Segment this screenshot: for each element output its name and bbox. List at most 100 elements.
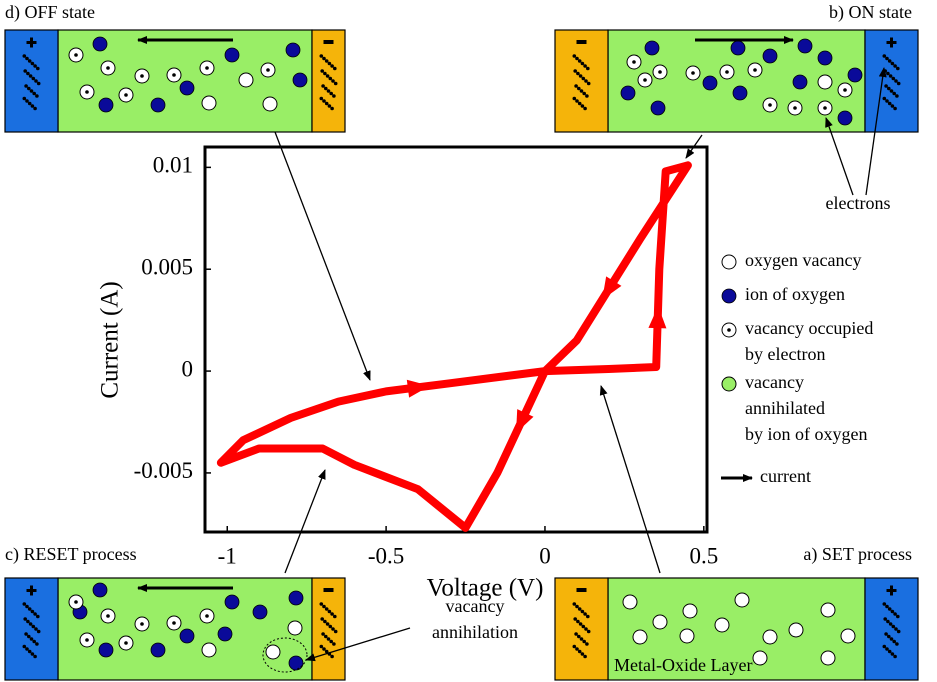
minus-sign xyxy=(577,40,587,44)
electrode-electron xyxy=(320,69,324,73)
electrode-electron xyxy=(886,72,890,76)
annihilated-vacancy xyxy=(722,377,736,391)
electrode-electron xyxy=(28,59,32,63)
oxygen-vacancy xyxy=(680,629,694,643)
electrode-electron xyxy=(888,59,892,63)
electrode-electron xyxy=(885,605,889,609)
electrode-electron xyxy=(29,74,33,78)
x-tick-label: 0.5 xyxy=(689,543,718,568)
electron xyxy=(643,78,647,82)
electrode-electron xyxy=(324,635,328,639)
oxygen-ion xyxy=(731,41,745,55)
legend-label: by ion of oxygen xyxy=(745,424,867,444)
electrons-label: electrons xyxy=(826,193,891,213)
electrode-electron xyxy=(583,107,587,111)
electrode-electron xyxy=(584,79,588,83)
electrode-electron xyxy=(883,617,887,621)
electrode-electron xyxy=(25,57,29,61)
electrode-electron xyxy=(575,57,579,61)
annotation: vacancy xyxy=(446,596,505,616)
electron xyxy=(172,621,176,625)
electron xyxy=(124,641,128,645)
electrode-electron xyxy=(894,627,898,631)
oxygen-ion xyxy=(99,98,113,112)
electrode-electron xyxy=(895,94,899,98)
y-tick-label: 0 xyxy=(182,356,194,381)
electrode-electron xyxy=(321,84,325,88)
electrode-electron xyxy=(888,650,892,654)
electrode-electron xyxy=(883,97,887,101)
electrode-electron xyxy=(320,645,324,649)
direction-arrowhead xyxy=(508,409,534,437)
electrode-electron xyxy=(25,647,29,651)
electrode-electron xyxy=(25,99,29,103)
plot-frame xyxy=(205,147,707,532)
electrode-electron xyxy=(585,94,589,98)
oxygen-ion xyxy=(286,43,300,57)
legend: oxygen vacancyion of oxygenvacancy occup… xyxy=(721,250,873,486)
electron xyxy=(823,106,827,110)
electrode-electron xyxy=(585,642,589,646)
electrode-electron xyxy=(574,632,578,636)
electrode-electron xyxy=(31,652,35,656)
electrode-electron xyxy=(888,102,892,106)
oxygen-vacancy xyxy=(818,75,832,89)
pointer xyxy=(275,132,370,380)
oxygen-ion xyxy=(151,643,165,657)
oxygen-vacancy xyxy=(239,73,253,87)
electrode-electron xyxy=(893,655,897,659)
oxygen-ion xyxy=(289,656,303,670)
electrode-electron xyxy=(334,630,338,634)
oxygen-vacancy xyxy=(202,643,216,657)
oxygen-vacancy xyxy=(789,623,803,637)
electrode-electron xyxy=(578,650,582,654)
electrode-electron xyxy=(327,637,331,641)
electrode-electron xyxy=(37,82,41,86)
electrode-electron xyxy=(891,610,895,614)
electrode-electron xyxy=(320,54,324,58)
electrode-electron xyxy=(897,630,901,634)
oxygen-ion xyxy=(838,111,852,125)
electrode-electron xyxy=(33,64,37,68)
plus-sign xyxy=(30,586,33,596)
electrode-electron xyxy=(581,104,585,108)
electrode-electron xyxy=(23,645,27,649)
oxygen-ion xyxy=(848,68,862,82)
electrode-electron xyxy=(577,635,581,639)
electrode-electron xyxy=(28,607,32,611)
electrode-electron xyxy=(322,57,326,61)
electron xyxy=(727,328,731,332)
electrode-electron xyxy=(577,87,581,91)
electron xyxy=(85,90,89,94)
y-axis-label: Current (A) xyxy=(97,281,124,398)
oxygen-ion xyxy=(798,39,812,53)
electrode-electron xyxy=(584,627,588,631)
electrode-electron xyxy=(333,615,337,619)
electrode-electron xyxy=(580,89,584,93)
oxygen-vacancy xyxy=(633,630,647,644)
electrode-electron xyxy=(326,74,330,78)
electrode-electron xyxy=(896,615,900,619)
electron xyxy=(140,74,144,78)
electrode-electron xyxy=(331,79,335,83)
electrode-electron xyxy=(582,92,586,96)
electrode-electron xyxy=(328,62,332,66)
oxygen-ion xyxy=(180,81,194,95)
y-tick-label: -0.005 xyxy=(134,458,193,483)
electrode-electron xyxy=(323,72,327,76)
electrode-electron xyxy=(888,607,892,611)
electrode-electron xyxy=(330,64,334,68)
electrode-electron xyxy=(581,610,585,614)
electrode-electron xyxy=(32,92,36,96)
plus-sign xyxy=(30,38,33,48)
oxygen-vacancy xyxy=(623,595,637,609)
electrode-electron xyxy=(320,602,324,606)
oxygen-ion xyxy=(703,76,717,90)
electrode-electron xyxy=(325,607,329,611)
oxygen-vacancy xyxy=(821,603,835,617)
electrode-electron xyxy=(35,94,39,98)
electrode-electron xyxy=(34,627,38,631)
panel-label: a) SET process xyxy=(803,544,912,565)
oxygen-ion xyxy=(293,73,307,87)
electrode-electron xyxy=(587,630,591,634)
